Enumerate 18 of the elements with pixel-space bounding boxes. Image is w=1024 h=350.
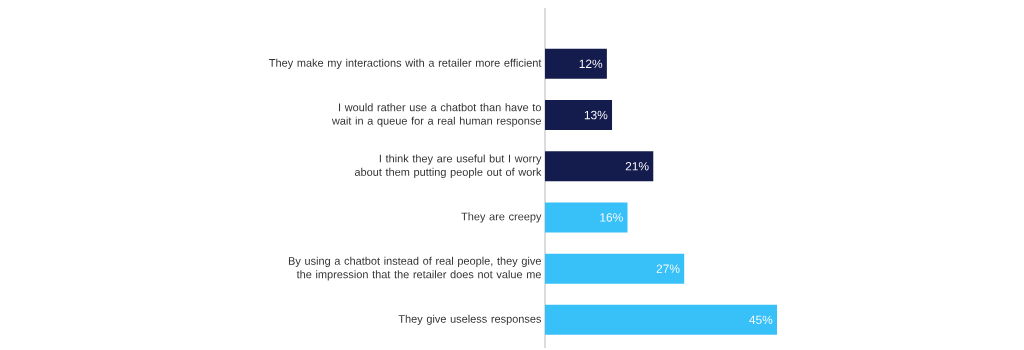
bar [545, 304, 777, 335]
bar [545, 202, 628, 233]
data-label: 12% [579, 59, 603, 69]
data-label: 13% [584, 110, 608, 120]
y-tick-label: I would rather use a chatbot than have to wait in a queue for a real human response [331, 103, 541, 127]
data-label: 16% [600, 213, 623, 222]
bar [545, 253, 685, 284]
y-tick-label: By using a chatbot instead of real people, they give the impression that the retailer does not value me [288, 256, 541, 281]
data-label: 45% [749, 315, 773, 325]
data-label: 27% [656, 264, 680, 273]
bar [545, 48, 607, 79]
y-tick-label: They give useless responses [398, 314, 542, 325]
data-label: 21% [625, 162, 649, 171]
y-tick-label: They make my interactions with a retailer more efficient [269, 58, 542, 69]
y-tick-label: I think they are useful but I worry about them putting people out of work [354, 154, 542, 179]
bar [545, 100, 613, 131]
bar [545, 151, 654, 182]
y-tick-label: They are creepy [461, 212, 542, 223]
